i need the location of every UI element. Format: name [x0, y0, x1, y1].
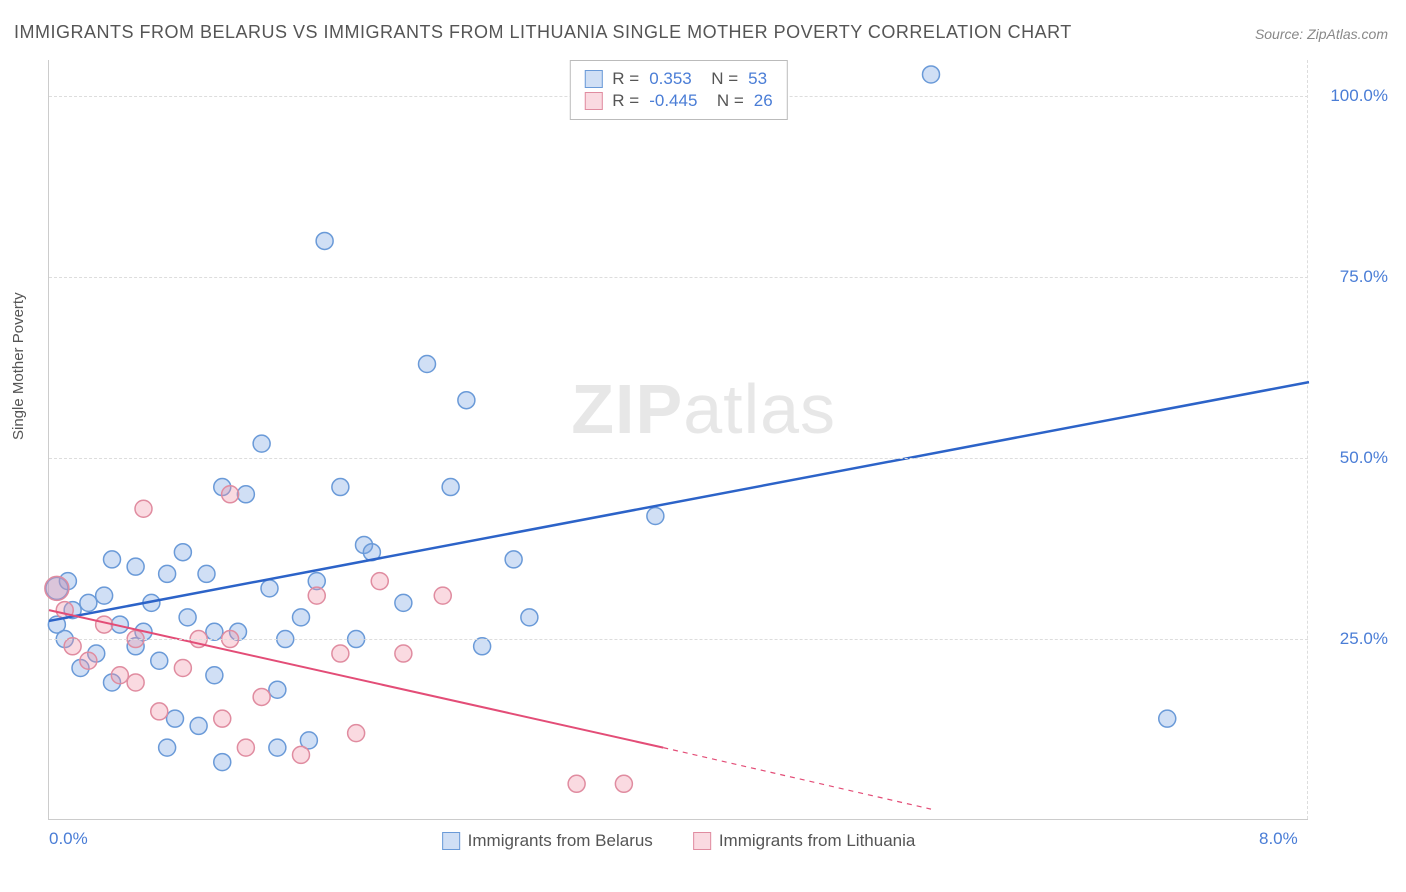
- data-point: [151, 652, 168, 669]
- n-label: N =: [707, 91, 743, 111]
- source-label: Source: ZipAtlas.com: [1255, 26, 1388, 42]
- data-point: [348, 725, 365, 742]
- x-tick-label: 8.0%: [1259, 829, 1298, 849]
- data-point: [214, 710, 231, 727]
- data-point: [419, 356, 436, 373]
- plot-area: ZIPatlas R = 0.353 N = 53 R = -0.445 N =…: [48, 60, 1308, 820]
- data-point: [174, 660, 191, 677]
- y-tick-label: 25.0%: [1340, 629, 1388, 649]
- n-label: N =: [702, 69, 738, 89]
- data-point: [190, 717, 207, 734]
- data-point: [151, 703, 168, 720]
- data-point: [222, 486, 239, 503]
- data-point: [64, 638, 81, 655]
- legend-row-belarus: R = 0.353 N = 53: [584, 69, 772, 89]
- data-point: [45, 576, 69, 600]
- series-legend: Immigrants from Belarus Immigrants from …: [442, 831, 916, 851]
- data-point: [127, 558, 144, 575]
- data-point: [332, 479, 349, 496]
- data-point: [174, 544, 191, 561]
- data-point: [505, 551, 522, 568]
- data-point: [316, 232, 333, 249]
- trend-line: [49, 382, 1309, 621]
- data-point: [293, 609, 310, 626]
- y-tick-label: 100.0%: [1330, 86, 1388, 106]
- data-point: [237, 739, 254, 756]
- data-point: [371, 573, 388, 590]
- r-label: R =: [612, 91, 639, 111]
- data-point: [179, 609, 196, 626]
- y-axis-label: Single Mother Poverty: [10, 292, 27, 440]
- data-point: [159, 565, 176, 582]
- data-point: [127, 674, 144, 691]
- data-point: [308, 587, 325, 604]
- legend-label-lithuania: Immigrants from Lithuania: [719, 831, 916, 851]
- data-point: [474, 638, 491, 655]
- gridline: [49, 458, 1308, 459]
- data-point: [159, 739, 176, 756]
- chart-title: IMMIGRANTS FROM BELARUS VS IMMIGRANTS FR…: [14, 22, 1072, 43]
- r-label: R =: [612, 69, 639, 89]
- swatch-belarus: [584, 70, 602, 88]
- r-value-lithuania: -0.445: [649, 91, 697, 111]
- swatch-belarus-icon: [442, 832, 460, 850]
- swatch-lithuania-icon: [693, 832, 711, 850]
- n-value-lithuania: 26: [754, 91, 773, 111]
- data-point: [206, 623, 223, 640]
- swatch-lithuania: [584, 92, 602, 110]
- legend-label-belarus: Immigrants from Belarus: [468, 831, 653, 851]
- legend-item-lithuania: Immigrants from Lithuania: [693, 831, 916, 851]
- data-point: [293, 746, 310, 763]
- data-point: [198, 565, 215, 582]
- data-point: [615, 775, 632, 792]
- data-point: [80, 652, 97, 669]
- data-point: [111, 667, 128, 684]
- data-point: [80, 594, 97, 611]
- trend-line-extrapolated: [663, 748, 931, 810]
- x-tick-label: 0.0%: [49, 829, 88, 849]
- data-point: [269, 681, 286, 698]
- data-point: [253, 688, 270, 705]
- scatter-svg: [49, 60, 1308, 819]
- n-value-belarus: 53: [748, 69, 767, 89]
- data-point: [442, 479, 459, 496]
- chart-container: IMMIGRANTS FROM BELARUS VS IMMIGRANTS FR…: [0, 0, 1406, 892]
- r-value-belarus: 0.353: [649, 69, 692, 89]
- data-point: [261, 580, 278, 597]
- data-point: [269, 739, 286, 756]
- data-point: [568, 775, 585, 792]
- data-point: [104, 551, 121, 568]
- correlation-legend: R = 0.353 N = 53 R = -0.445 N = 26: [569, 60, 787, 120]
- gridline: [49, 277, 1308, 278]
- data-point: [253, 435, 270, 452]
- data-point: [458, 392, 475, 409]
- data-point: [237, 486, 254, 503]
- y-tick-label: 50.0%: [1340, 448, 1388, 468]
- data-point: [96, 587, 113, 604]
- data-point: [135, 500, 152, 517]
- data-point: [395, 645, 412, 662]
- data-point: [923, 66, 940, 83]
- data-point: [395, 594, 412, 611]
- data-point: [332, 645, 349, 662]
- legend-item-belarus: Immigrants from Belarus: [442, 831, 653, 851]
- data-point: [521, 609, 538, 626]
- y-tick-label: 75.0%: [1340, 267, 1388, 287]
- data-point: [1159, 710, 1176, 727]
- data-point: [647, 508, 664, 525]
- data-point: [167, 710, 184, 727]
- legend-row-lithuania: R = -0.445 N = 26: [584, 91, 772, 111]
- data-point: [434, 587, 451, 604]
- data-point: [206, 667, 223, 684]
- data-point: [214, 754, 231, 771]
- gridline: [49, 639, 1308, 640]
